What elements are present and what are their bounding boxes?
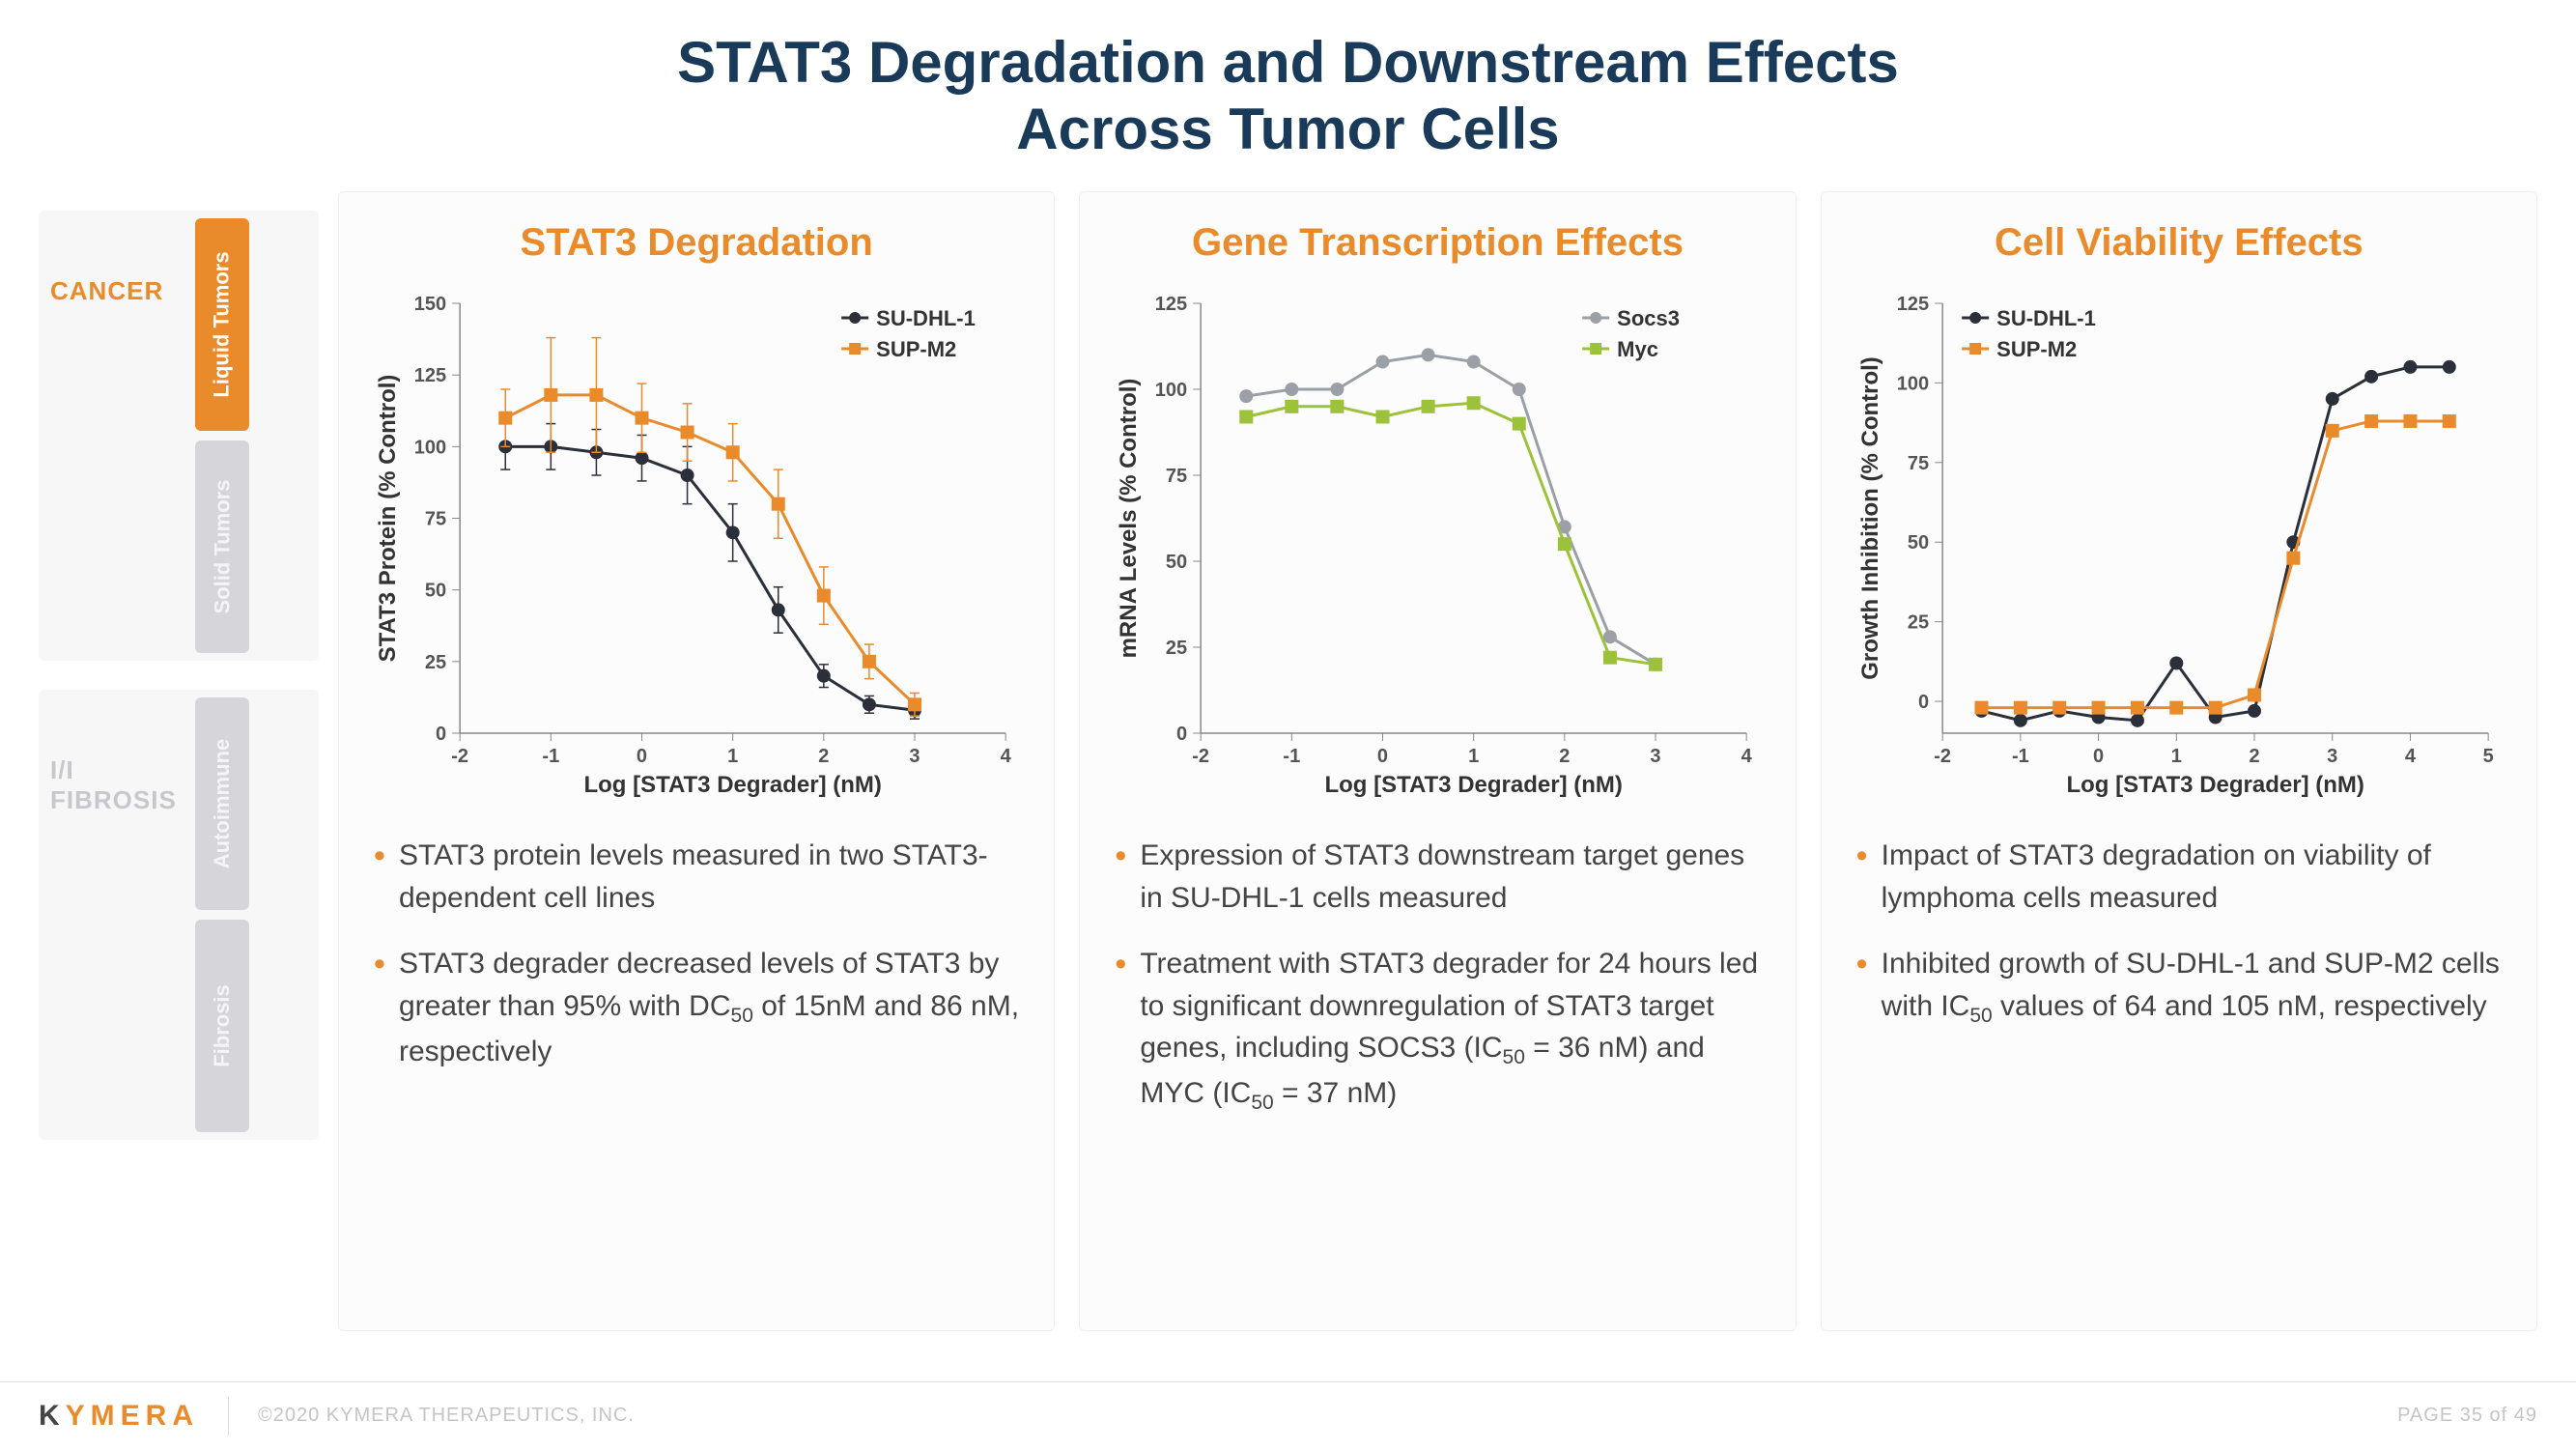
bullet: STAT3 degrader decreased levels of STAT3… bbox=[368, 943, 1025, 1072]
svg-text:2: 2 bbox=[1560, 746, 1571, 767]
svg-text:SU-DHL-1: SU-DHL-1 bbox=[876, 306, 976, 330]
bullets-viability: Impact of STAT3 degradation on viability… bbox=[1851, 835, 2507, 1055]
footer-separator bbox=[228, 1397, 229, 1435]
svg-text:100: 100 bbox=[414, 437, 446, 458]
svg-text:125: 125 bbox=[1896, 294, 1928, 315]
side-tabs-cancer: Liquid Tumors Solid Tumors bbox=[195, 218, 249, 653]
svg-text:3: 3 bbox=[2327, 746, 2337, 767]
svg-text:0: 0 bbox=[1918, 692, 1929, 713]
svg-text:0: 0 bbox=[2093, 746, 2104, 767]
panels: STAT3 Degradation -2-1012340255075100125… bbox=[338, 191, 2537, 1331]
title-line2: Across Tumor Cells bbox=[1016, 97, 1559, 161]
side-label-fibrosis: I/I FIBROSIS bbox=[50, 697, 185, 815]
bullet: Treatment with STAT3 degrader for 24 hou… bbox=[1109, 943, 1766, 1119]
svg-text:-1: -1 bbox=[2012, 746, 2029, 767]
bullet: Expression of STAT3 downstream target ge… bbox=[1109, 835, 1766, 919]
bullets-transcription: Expression of STAT3 downstream target ge… bbox=[1109, 835, 1766, 1143]
page-title: STAT3 Degradation and Downstream Effects… bbox=[39, 29, 2537, 162]
logo: KYMERA bbox=[39, 1400, 199, 1433]
svg-text:0: 0 bbox=[436, 724, 446, 745]
svg-text:mRNA Levels (% Control): mRNA Levels (% Control) bbox=[1116, 379, 1142, 659]
svg-text:3: 3 bbox=[1651, 746, 1661, 767]
svg-text:-2: -2 bbox=[1193, 746, 1210, 767]
panel-title: Cell Viability Effects bbox=[1851, 221, 2507, 265]
svg-text:1: 1 bbox=[2170, 746, 2181, 767]
svg-text:Log [STAT3 Degrader] (nM): Log [STAT3 Degrader] (nM) bbox=[2066, 772, 2364, 798]
panel-title: Gene Transcription Effects bbox=[1109, 221, 1766, 265]
svg-text:50: 50 bbox=[425, 581, 446, 602]
svg-text:2: 2 bbox=[818, 746, 829, 767]
copyright: ©2020 KYMERA THERAPEUTICS, INC. bbox=[258, 1405, 635, 1427]
svg-text:Myc: Myc bbox=[1617, 337, 1658, 361]
svg-text:-2: -2 bbox=[1934, 746, 1951, 767]
logo-rest: YMERA bbox=[66, 1400, 199, 1432]
svg-text:25: 25 bbox=[425, 652, 446, 673]
svg-text:0: 0 bbox=[1377, 746, 1388, 767]
svg-text:0: 0 bbox=[637, 746, 647, 767]
side-group-cancer: CANCER Liquid Tumors Solid Tumors bbox=[39, 211, 319, 661]
svg-text:2: 2 bbox=[2249, 746, 2259, 767]
panel-title: STAT3 Degradation bbox=[368, 221, 1025, 265]
svg-text:4: 4 bbox=[1741, 746, 1753, 767]
sidebar: CANCER Liquid Tumors Solid Tumors I/I FI… bbox=[39, 191, 319, 1331]
title-block: STAT3 Degradation and Downstream Effects… bbox=[39, 29, 2537, 162]
svg-text:Growth Inhibition (% Control): Growth Inhibition (% Control) bbox=[1857, 356, 1883, 680]
svg-text:50: 50 bbox=[1166, 552, 1187, 573]
svg-text:Log [STAT3 Degrader] (nM): Log [STAT3 Degrader] (nM) bbox=[583, 772, 881, 798]
svg-text:50: 50 bbox=[1908, 532, 1929, 554]
logo-k: K bbox=[39, 1400, 66, 1432]
chart-viability: -2-10123450255075100125Log [STAT3 Degrad… bbox=[1851, 284, 2507, 806]
svg-text:75: 75 bbox=[1908, 453, 1929, 474]
bullet: Inhibited growth of SU-DHL-1 and SUP-M2 … bbox=[1851, 943, 2507, 1031]
body: CANCER Liquid Tumors Solid Tumors I/I FI… bbox=[39, 191, 2537, 1331]
svg-text:150: 150 bbox=[414, 294, 446, 315]
svg-text:125: 125 bbox=[1155, 294, 1187, 315]
panel-transcription: Gene Transcription Effects -2 -1 0 1 2 3 4 0 25 5… bbox=[1079, 191, 1796, 1331]
bullet: Impact of STAT3 degradation on viability… bbox=[1851, 835, 2507, 919]
svg-text:0: 0 bbox=[1176, 724, 1187, 745]
svg-text:SUP-M2: SUP-M2 bbox=[1996, 337, 2077, 361]
chart-degradation: -2 -1 0 1 2 3 4 0 25 50 75 100 125 150 Log [STAT3 Degr… bbox=[368, 284, 1025, 806]
svg-text:25: 25 bbox=[1908, 612, 1929, 634]
title-line1: STAT3 Degradation and Downstream Effects bbox=[677, 30, 1899, 95]
side-label-cancer: CANCER bbox=[50, 218, 185, 306]
svg-text:Socs3: Socs3 bbox=[1617, 306, 1680, 330]
svg-text:SU-DHL-1: SU-DHL-1 bbox=[1996, 306, 2096, 330]
svg-text:STAT3 Protein (% Control): STAT3 Protein (% Control) bbox=[375, 375, 401, 663]
svg-text:4: 4 bbox=[1001, 746, 1012, 767]
svg-text:SUP-M2: SUP-M2 bbox=[876, 337, 956, 361]
panel-viability: Cell Viability Effects -2-10123450255075… bbox=[1821, 191, 2537, 1331]
svg-text:25: 25 bbox=[1166, 638, 1187, 659]
svg-text:125: 125 bbox=[414, 365, 446, 386]
panel-degradation: STAT3 Degradation -2 -1 0 1 2 3 4 0 25 50 75 100 125… bbox=[338, 191, 1055, 1331]
tab-liquid-tumors[interactable]: Liquid Tumors bbox=[195, 218, 249, 431]
bullet: STAT3 protein levels measured in two STA… bbox=[368, 835, 1025, 919]
svg-text:Log [STAT3 Degrader] (nM): Log [STAT3 Degrader] (nM) bbox=[1325, 772, 1623, 798]
svg-text:100: 100 bbox=[1896, 373, 1928, 394]
svg-text:3: 3 bbox=[909, 746, 920, 767]
footer: KYMERA ©2020 KYMERA THERAPEUTICS, INC. P… bbox=[0, 1381, 2576, 1449]
slide: STAT3 Degradation and Downstream Effects… bbox=[0, 0, 2576, 1449]
chart-transcription: -2 -1 0 1 2 3 4 0 25 50 75 100 125 Log [STAT3 Degrade… bbox=[1109, 284, 1766, 806]
tab-autoimmune[interactable]: Autoimmune bbox=[195, 697, 249, 910]
svg-text:75: 75 bbox=[1166, 466, 1187, 487]
svg-text:75: 75 bbox=[425, 509, 446, 530]
svg-text:1: 1 bbox=[1468, 746, 1479, 767]
svg-text:4: 4 bbox=[2405, 746, 2417, 767]
svg-text:-1: -1 bbox=[542, 746, 559, 767]
tab-solid-tumors[interactable]: Solid Tumors bbox=[195, 440, 249, 653]
side-tabs-fibrosis: Autoimmune Fibrosis bbox=[195, 697, 249, 1132]
svg-text:-2: -2 bbox=[451, 746, 468, 767]
bullets-degradation: STAT3 protein levels measured in two STA… bbox=[368, 835, 1025, 1096]
page-number: PAGE 35 of 49 bbox=[2397, 1405, 2537, 1427]
tab-fibrosis[interactable]: Fibrosis bbox=[195, 920, 249, 1132]
svg-text:-1: -1 bbox=[1284, 746, 1301, 767]
svg-text:5: 5 bbox=[2482, 746, 2493, 767]
svg-text:100: 100 bbox=[1155, 380, 1187, 401]
side-group-fibrosis: I/I FIBROSIS Autoimmune Fibrosis bbox=[39, 690, 319, 1140]
svg-text:1: 1 bbox=[727, 746, 738, 767]
